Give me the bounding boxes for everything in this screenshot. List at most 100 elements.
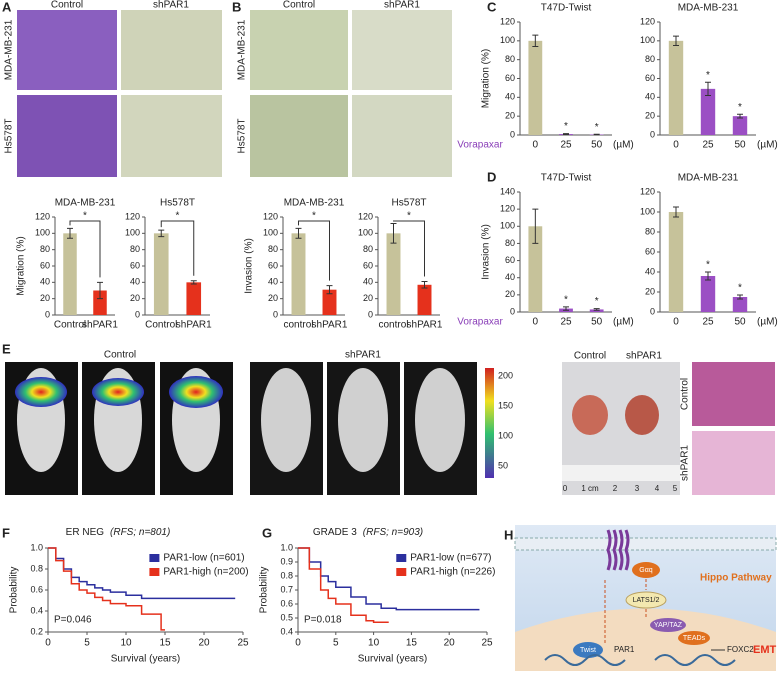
- error-bar: [737, 294, 743, 300]
- chart-title: Hs578T: [391, 198, 426, 209]
- colorbar-tick: 200: [498, 370, 513, 380]
- y-tick-label: 0.8: [280, 570, 293, 580]
- y-tick-label: 0.6: [280, 598, 293, 608]
- y-tick-label: 120: [640, 186, 655, 196]
- x-tick-label: 0: [673, 317, 679, 328]
- mouse-images: [5, 362, 477, 495]
- y-tick-label: 20: [505, 289, 515, 299]
- column-label: shPAR1: [384, 0, 420, 11]
- y-tick-label: 120: [35, 211, 50, 221]
- bar: [63, 233, 77, 315]
- survival-curve: [298, 547, 389, 623]
- error-bar: [190, 280, 197, 285]
- subtitle: (RFS; n=801): [110, 527, 170, 538]
- y-tick-label: 40: [645, 92, 655, 102]
- y-tick-label: 80: [645, 54, 655, 64]
- y-axis-label: Migration (%): [481, 49, 492, 108]
- legend-swatch: [149, 554, 160, 562]
- panel-letter: G: [262, 525, 272, 540]
- bar: [668, 212, 684, 312]
- significance-star: *: [176, 211, 180, 222]
- y-tick-label: 60: [645, 246, 655, 256]
- colorbar-tick: 50: [498, 460, 508, 470]
- y-tick-label: 80: [130, 244, 140, 254]
- y-tick-label: 0.4: [280, 626, 293, 636]
- survival-curve: [48, 547, 165, 631]
- survival-curve: [298, 547, 480, 611]
- error-bar: [421, 281, 428, 289]
- significance-star: *: [738, 102, 742, 113]
- y-tick-label: 0.2: [30, 626, 43, 636]
- y-tick-label: 120: [125, 211, 140, 221]
- y-tick-label: 0: [510, 306, 515, 316]
- x-unit: (µM): [613, 140, 634, 151]
- y-tick-label: 40: [130, 277, 140, 287]
- y-axis-label: Probability: [259, 567, 270, 614]
- chart-title: MDA-MB-231: [678, 3, 739, 14]
- bar: [93, 290, 107, 315]
- y-tick-label: 80: [505, 54, 515, 64]
- x-axis-label: Survival (years): [358, 654, 427, 665]
- x-tick-label: Control: [54, 320, 86, 331]
- y-tick-label: 0: [510, 129, 515, 139]
- y-tick-label: 60: [268, 260, 278, 270]
- y-tick-label: 0.5: [280, 612, 293, 622]
- error-bar: [593, 308, 600, 311]
- y-tick-label: 60: [363, 260, 373, 270]
- bar: [186, 282, 202, 315]
- y-tick-label: 20: [130, 293, 140, 303]
- legend-label: PAR1-low (n=601): [163, 553, 244, 564]
- y-tick-label: 80: [505, 238, 515, 248]
- y-tick-label: 0.6: [30, 584, 43, 594]
- subtitle: (RFS; n=903): [363, 527, 423, 538]
- error-bar: [673, 206, 679, 218]
- colorbar-tick: 150: [498, 400, 513, 410]
- error-bar: [295, 227, 302, 239]
- y-axis-label: Migration (%): [16, 236, 27, 295]
- significance-bracket: [393, 220, 425, 277]
- bar: [528, 40, 543, 136]
- x-tick-label: 5: [84, 638, 90, 649]
- y-tick-label: 100: [500, 221, 515, 231]
- bar: [417, 284, 432, 315]
- x-tick-label: shPAR1: [176, 320, 212, 331]
- y-tick-label: 0.4: [30, 605, 43, 615]
- y-tick-label: 60: [40, 260, 50, 270]
- histology-label: shPAR1: [680, 445, 691, 481]
- histology-images: [692, 362, 775, 495]
- x-tick-label: 0: [673, 140, 679, 151]
- x-tick-label: 25: [560, 140, 572, 151]
- bar: [291, 233, 306, 315]
- x-tick-label: 15: [406, 638, 418, 649]
- legend-label: PAR1-high (n=226): [410, 567, 495, 578]
- ruler-label: 2: [613, 484, 618, 493]
- title: GRADE 3: [313, 527, 357, 538]
- significance-star: *: [407, 211, 411, 222]
- bar: [732, 297, 748, 312]
- y-tick-label: 120: [500, 16, 515, 26]
- annotation: P=0.046: [54, 615, 92, 626]
- significance-star: *: [312, 211, 316, 222]
- annotation: P=0.018: [304, 615, 342, 626]
- legend-label: PAR1-low (n=677): [410, 553, 491, 564]
- error-bar: [326, 285, 333, 295]
- y-tick-label: 0: [368, 309, 373, 319]
- diagram-label: Twist: [580, 647, 596, 654]
- y-tick-label: 20: [363, 293, 373, 303]
- x-tick-label: shPAR1: [312, 320, 348, 331]
- significance-star: *: [83, 211, 87, 222]
- x-tick-label: 0: [45, 638, 51, 649]
- chart-title: MDA-MB-231: [678, 173, 739, 184]
- error-bar: [532, 34, 539, 47]
- y-tick-label: 100: [35, 228, 50, 238]
- ruler-label: 5: [673, 484, 678, 493]
- lung-photo: [562, 362, 680, 495]
- y-tick-label: 60: [645, 73, 655, 83]
- panel-letter: C: [487, 0, 497, 14]
- x-tick-label: 10: [368, 638, 380, 649]
- diagram-label: PAR1: [614, 645, 635, 654]
- bar: [700, 88, 716, 135]
- diagram-label: TEADs: [683, 635, 706, 642]
- bar: [386, 233, 401, 315]
